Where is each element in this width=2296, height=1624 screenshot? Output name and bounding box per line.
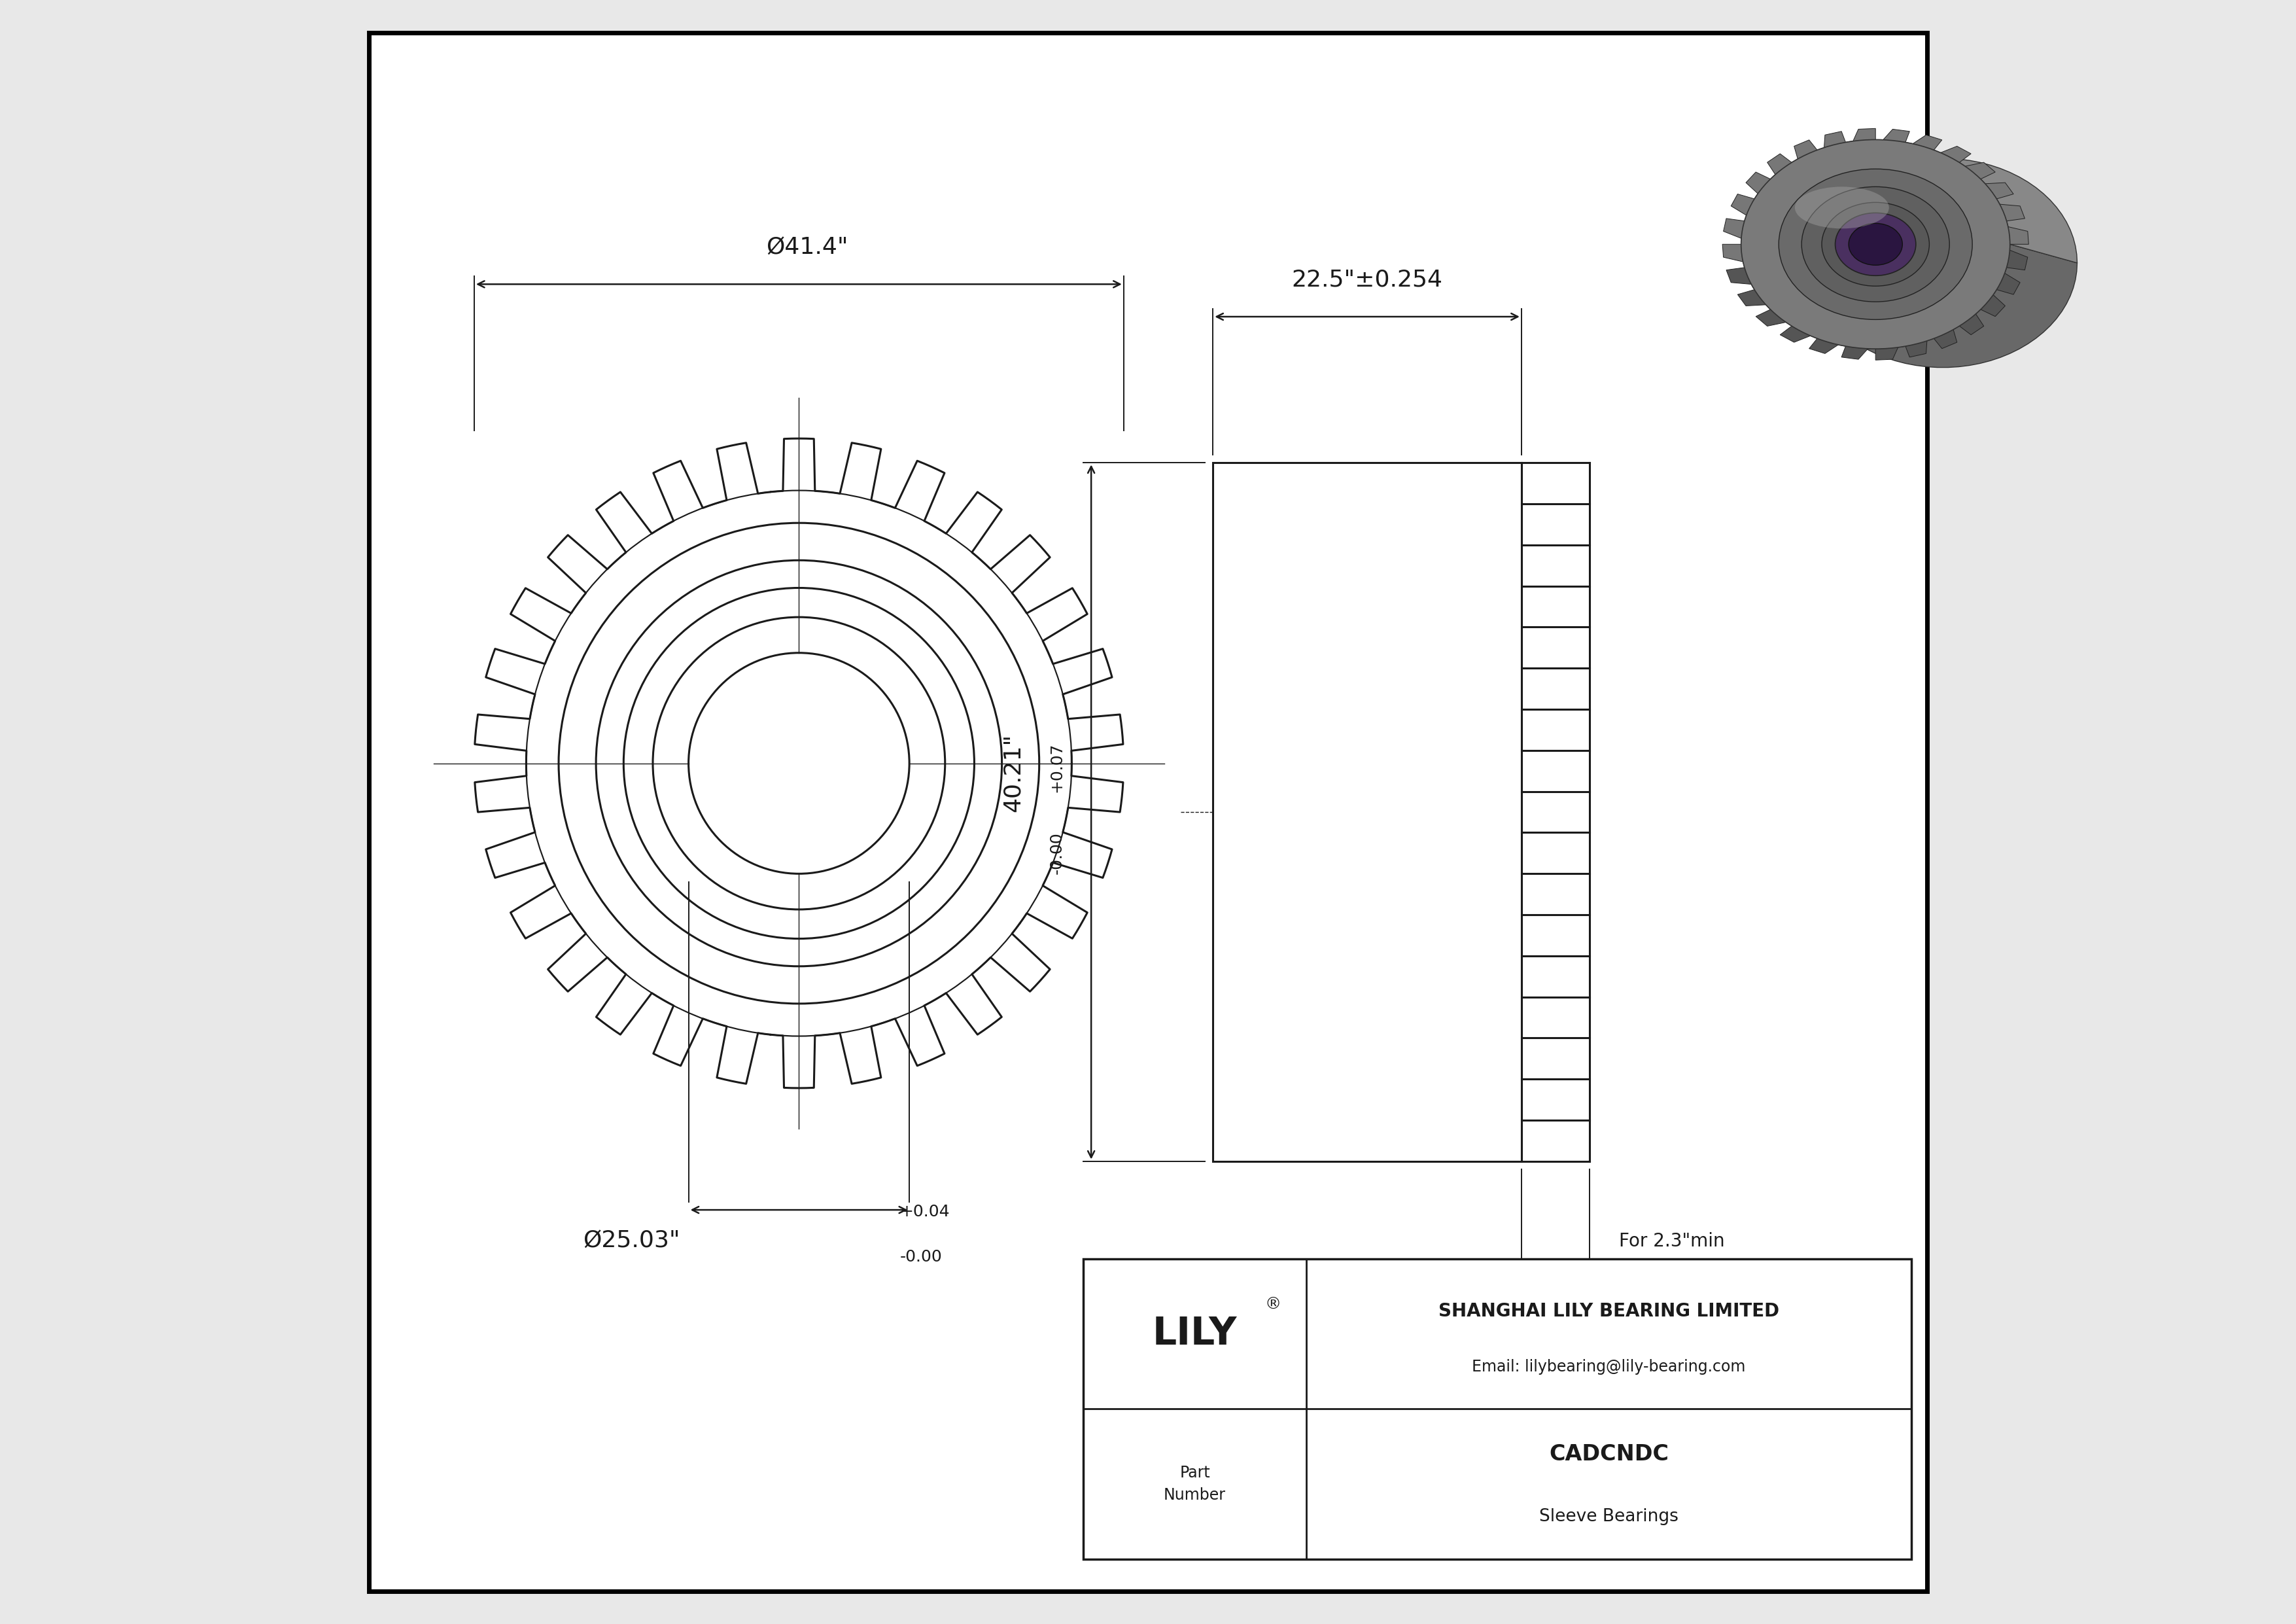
Polygon shape — [1724, 219, 1745, 239]
Ellipse shape — [1740, 140, 2009, 349]
Polygon shape — [1933, 330, 1956, 349]
Polygon shape — [2007, 250, 2027, 270]
Text: -0.00: -0.00 — [1049, 831, 1065, 874]
Text: SHANGHAI LILY BEARING LIMITED: SHANGHAI LILY BEARING LIMITED — [1437, 1302, 1779, 1320]
Text: +0.07: +0.07 — [1049, 742, 1065, 793]
Polygon shape — [1722, 244, 1743, 261]
Text: For 2.3"min: For 2.3"min — [1619, 1233, 1724, 1250]
Polygon shape — [1940, 146, 1970, 162]
Polygon shape — [1731, 193, 1754, 216]
Ellipse shape — [1821, 203, 1929, 286]
Polygon shape — [1958, 313, 1984, 335]
Bar — [1212, 463, 1522, 1161]
Polygon shape — [1768, 154, 1791, 174]
Polygon shape — [1756, 310, 1786, 326]
Text: ®: ® — [1265, 1296, 1281, 1312]
Text: 40.21": 40.21" — [1001, 734, 1024, 812]
Text: -0.00: -0.00 — [900, 1249, 941, 1265]
Polygon shape — [1745, 172, 1770, 193]
Bar — [1084, 1259, 1910, 1559]
Polygon shape — [1981, 296, 2004, 317]
Polygon shape — [1841, 346, 1869, 359]
Polygon shape — [1740, 244, 2078, 367]
Text: Part
Number: Part Number — [1164, 1465, 1226, 1502]
Polygon shape — [1906, 341, 1926, 357]
Polygon shape — [1965, 162, 1995, 179]
Polygon shape — [1809, 338, 1839, 354]
Polygon shape — [475, 438, 1123, 1088]
Polygon shape — [2000, 205, 2025, 221]
Ellipse shape — [1795, 187, 1890, 229]
Polygon shape — [1876, 348, 1899, 361]
Polygon shape — [1779, 326, 1812, 343]
Polygon shape — [2009, 227, 2030, 244]
Polygon shape — [1998, 273, 2020, 294]
Text: Ø41.4": Ø41.4" — [767, 235, 847, 258]
Polygon shape — [1986, 182, 2014, 198]
Text: sheet metal thickness: sheet metal thickness — [1619, 1280, 1818, 1298]
Polygon shape — [1727, 268, 1752, 284]
Polygon shape — [1913, 135, 1942, 149]
Text: +0.04: +0.04 — [900, 1203, 951, 1220]
Text: 22.5"±0.254: 22.5"±0.254 — [1293, 268, 1442, 291]
Ellipse shape — [1848, 224, 1903, 265]
Polygon shape — [1823, 132, 1846, 148]
Polygon shape — [1740, 140, 2078, 263]
Text: Email: lilybearing@lily-bearing.com: Email: lilybearing@lily-bearing.com — [1472, 1359, 1745, 1374]
Polygon shape — [1853, 128, 1876, 141]
Circle shape — [689, 653, 909, 874]
Polygon shape — [1738, 289, 1766, 305]
Text: Sleeve Bearings: Sleeve Bearings — [1538, 1509, 1678, 1525]
Text: Ø25.03": Ø25.03" — [583, 1229, 680, 1252]
Ellipse shape — [1835, 213, 1915, 276]
Ellipse shape — [1779, 169, 1972, 320]
Ellipse shape — [1802, 187, 1949, 302]
Text: LILY: LILY — [1153, 1315, 1238, 1353]
Polygon shape — [1883, 130, 1910, 143]
Polygon shape — [1793, 140, 1816, 159]
Text: CADCNDC: CADCNDC — [1550, 1444, 1669, 1465]
